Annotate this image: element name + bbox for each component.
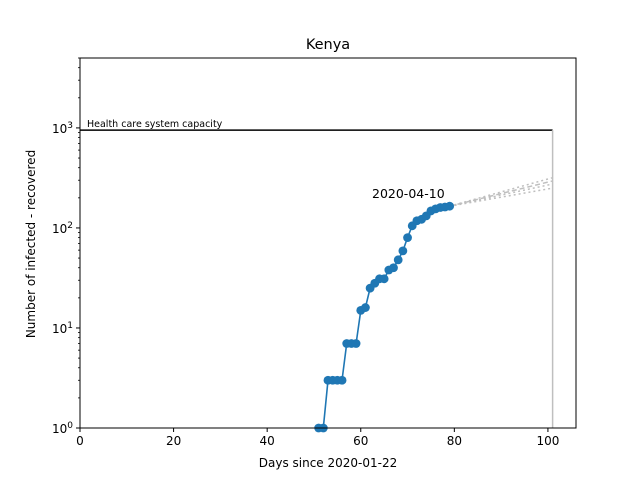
data-point: [445, 201, 455, 211]
data-point: [393, 255, 403, 265]
y-tick-label: 102: [52, 221, 73, 236]
data-point: [389, 263, 398, 273]
capacity-label: Health care system capacity: [87, 119, 223, 130]
x-axis-label: Days since 2020-01-22: [259, 456, 398, 470]
data-point: [337, 375, 347, 385]
x-tick-label: 0: [76, 434, 84, 448]
data-point: [379, 274, 389, 284]
chart-title: Kenya: [306, 37, 350, 53]
x-tick-label: 100: [536, 434, 559, 448]
plot-area: Health care system capacity 2020-04-10: [80, 119, 554, 433]
x-axis: 0 20 40 60 80 100: [76, 428, 559, 448]
projection-line-4: [449, 187, 553, 207]
x-tick-label: 80: [447, 434, 462, 448]
x-tick-label: 60: [353, 434, 368, 448]
date-annotation: 2020-04-10: [372, 186, 445, 201]
series-line: [318, 205, 450, 429]
y-axis: 100 101 102 103: [52, 57, 80, 436]
data-point: [398, 246, 408, 256]
y-tick-label: 103: [52, 121, 73, 136]
x-tick-label: 20: [166, 434, 181, 448]
data-point: [361, 303, 370, 312]
y-tick-label: 100: [52, 421, 73, 436]
x-tick-label: 40: [260, 434, 275, 448]
y-axis-label: Number of infected - recovered: [24, 150, 38, 338]
plot-frame: [79, 57, 577, 429]
data-point: [351, 339, 361, 348]
data-point: [403, 233, 412, 243]
projection-line-2: [449, 180, 553, 207]
y-tick-label: 101: [52, 321, 73, 336]
